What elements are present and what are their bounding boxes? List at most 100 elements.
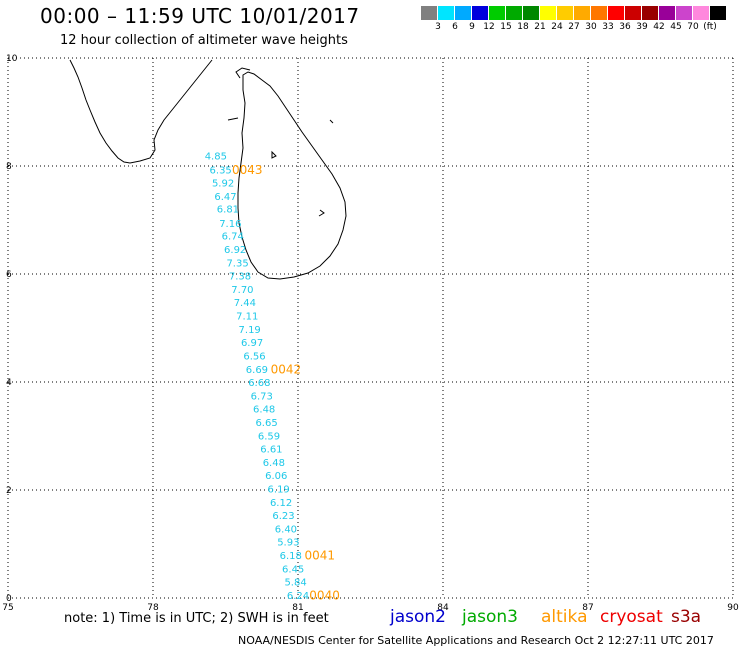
latitude-label: 8: [6, 162, 12, 172]
swh-value: 6.56: [243, 352, 265, 363]
longitude-label: 90: [727, 603, 739, 613]
swh-value: 7.19: [239, 325, 261, 336]
colorbar-swatch: [523, 6, 540, 20]
swh-value: 6.47: [214, 192, 236, 203]
swh-value: 6.74: [222, 232, 244, 243]
colorbar-label: 45: [670, 22, 682, 32]
latitude-label: 0: [6, 594, 12, 604]
jaffna-peninsula: [235, 67, 251, 79]
swh-value: 6.48: [253, 405, 275, 416]
colorbar-label: 33: [602, 22, 614, 32]
time-label: 0041: [304, 548, 335, 562]
latitude-label: 10: [6, 54, 18, 64]
swh-value: 7.11: [236, 312, 258, 323]
colorbar-swatch: [591, 6, 608, 20]
latitude-label: 6: [6, 270, 12, 280]
colorbar-swatch: [659, 6, 676, 20]
lagoon-mark: [271, 150, 277, 159]
colorbar-swatch: [421, 6, 438, 20]
colorbar-swatch: [642, 6, 659, 20]
graticule: [7, 57, 734, 599]
colorbar-label: 70: [687, 22, 699, 32]
india-coastline: [69, 59, 213, 164]
satellite-s3a: s3a: [671, 607, 702, 627]
swh-value: 7.16: [219, 219, 241, 230]
swh-value: 7.70: [231, 285, 253, 296]
longitude-label: 87: [582, 603, 593, 613]
colorbar-swatch: [676, 6, 693, 20]
swh-value: 5.84: [284, 577, 306, 588]
swh-value: 6.68: [248, 378, 270, 389]
swh-value: 6.23: [272, 511, 294, 522]
swh-value: 6.12: [270, 498, 292, 509]
coastline: [69, 59, 347, 280]
swh-value: 6.35: [210, 165, 232, 176]
time-label: 0043: [232, 163, 263, 177]
longitude-label: 84: [437, 603, 449, 613]
colorbar-swatch: [506, 6, 523, 20]
mannar-island: [227, 117, 239, 121]
colorbar-swatch: [438, 6, 455, 20]
latitude-label: 4: [6, 378, 12, 388]
swh-value: 6.92: [224, 245, 246, 256]
credit-line: NOAA/NESDIS Center for Satellite Applica…: [238, 634, 714, 647]
swh-value: 4.85: [205, 151, 227, 162]
colorbar-label: 39: [636, 22, 648, 32]
colorbar-swatch: [710, 6, 727, 20]
time-label: 0040: [309, 588, 340, 602]
colorbar-label: 24: [551, 22, 563, 32]
colorbar-label: 21: [534, 22, 546, 32]
swh-value: 6.61: [260, 445, 282, 456]
colorbar-swatch: [574, 6, 591, 20]
colorbar-label: 15: [500, 22, 512, 32]
longitude-label: 81: [292, 603, 303, 613]
map-subtitle: 12 hour collection of altimeter wave hei…: [60, 33, 348, 48]
colorbar-label: 3: [435, 22, 441, 32]
swh-value: 6.73: [251, 392, 273, 403]
colorbar-swatch: [608, 6, 625, 20]
swh-value: 6.48: [263, 458, 285, 469]
colorbar-swatch: [540, 6, 557, 20]
satellite-jason2: jason2: [390, 607, 446, 627]
swh-value: 6.19: [268, 484, 290, 495]
map-title: 00:00 – 11:59 UTC 10/01/2017: [40, 4, 360, 28]
swh-value: 6.40: [275, 524, 297, 535]
satellite-jason3: jason3: [462, 607, 518, 627]
colorbar-label: (ft): [703, 22, 717, 32]
swh-value: 7.38: [229, 272, 251, 283]
colorbar-label: 18: [517, 22, 529, 32]
axis-labels: 75 78 81 84 87 90 0 2 4 6 8 10: [2, 54, 739, 613]
swh-value: 5.93: [277, 537, 299, 548]
swh-value: 6.18: [280, 551, 302, 562]
colorbar-swatch: [557, 6, 574, 20]
satellite-altika: altika: [541, 607, 588, 627]
swh-value: 6.65: [255, 418, 277, 429]
swh-value: 5.92: [212, 178, 234, 189]
colorbar-swatches: [421, 6, 727, 20]
swh-value: 6.45: [282, 564, 304, 575]
swh-value: 6.81: [217, 205, 239, 216]
longitude-label: 78: [147, 603, 159, 613]
colorbar-swatch: [625, 6, 642, 20]
time-labels: 0043 0042 0041 0040: [232, 163, 340, 603]
colorbar-label: 42: [653, 22, 665, 32]
swh-value: 6.69: [246, 365, 268, 376]
lagoon-mark: [318, 209, 325, 217]
colorbar-swatch: [455, 6, 472, 20]
colorbar-label: 12: [483, 22, 495, 32]
satellite-cryosat: cryosat: [600, 607, 663, 627]
colorbar-label: 27: [568, 22, 580, 32]
colorbar-swatch: [489, 6, 506, 20]
colorbar-label: 36: [619, 22, 631, 32]
time-label: 0042: [271, 363, 302, 377]
sri-lanka-coastline: [237, 71, 347, 280]
swh-value: 6.97: [241, 338, 263, 349]
swh-value: 6.59: [258, 432, 280, 443]
colorbar-label: 6: [452, 22, 458, 32]
footer-note: note: 1) Time is in UTC; 2) SWH is in fe…: [64, 611, 329, 626]
longitude-label: 75: [2, 603, 13, 613]
swh-colorbar: 3 6 9 12 15 18 21 24 27 30 33 36 39 42 45 70 (ft): [421, 6, 727, 34]
altika-track: 4.85 6.35 5.92 6.47 6.81 7.16 6.74 6.92 7.35 7.38…: [205, 151, 309, 602]
colorbar-swatch: [693, 6, 710, 20]
